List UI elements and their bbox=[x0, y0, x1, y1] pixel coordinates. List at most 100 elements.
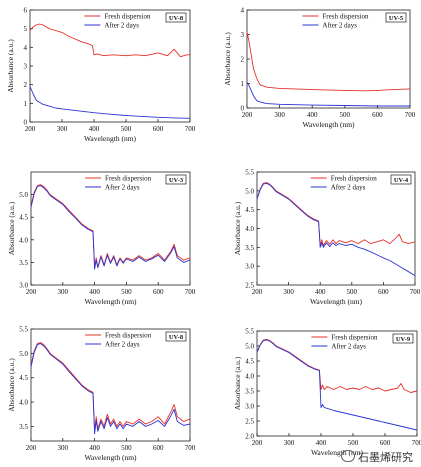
x-tick-label: 200 bbox=[25, 125, 36, 133]
sample-badge: UV-4 bbox=[394, 177, 409, 184]
y-tick-label: 5.5 bbox=[245, 328, 254, 336]
legend-label: Fresh dispersion bbox=[331, 334, 378, 342]
y-tick-label: 5.5 bbox=[19, 326, 28, 334]
legend-label: After 2 days bbox=[322, 22, 357, 30]
y-tick-label: 3.5 bbox=[19, 423, 28, 431]
y-axis-label: Absorbance (a.u.) bbox=[7, 358, 16, 412]
plot-frame bbox=[30, 328, 191, 442]
y-tick-label: 4.5 bbox=[245, 206, 254, 214]
series-line-after-2-days bbox=[30, 185, 191, 270]
x-tick-label: 300 bbox=[284, 439, 295, 447]
legend-label: Fresh dispersion bbox=[104, 13, 151, 21]
y-axis-label: Absorbance (a.u.) bbox=[233, 201, 242, 255]
x-tick-label: 400 bbox=[89, 288, 100, 296]
x-tick-label: 300 bbox=[274, 111, 285, 119]
y-axis-label: Absorbance (a.u.) bbox=[223, 32, 232, 86]
x-tick-label: 700 bbox=[405, 111, 416, 119]
x-tick-label: 500 bbox=[121, 125, 132, 133]
x-tick-label: 400 bbox=[89, 125, 100, 133]
plot-frame bbox=[30, 171, 191, 286]
x-tick-label: 500 bbox=[121, 444, 132, 452]
y-tick-label: 3.5 bbox=[245, 388, 254, 396]
x-axis-label: Wavelength (nm) bbox=[84, 134, 137, 143]
x-tick-label: 600 bbox=[372, 111, 383, 119]
sample-badge-box bbox=[390, 174, 412, 185]
y-tick-label: 5.5 bbox=[245, 169, 254, 177]
y-tick-label: 4 bbox=[24, 44, 28, 52]
series-line-fresh-dispersion bbox=[30, 342, 191, 432]
x-tick-label: 400 bbox=[89, 444, 100, 452]
y-tick-label: 6 bbox=[24, 7, 28, 15]
y-axis-label: Absorbance (a.u.) bbox=[6, 39, 15, 93]
x-tick-label: 500 bbox=[121, 288, 132, 296]
legend-label: Fresh dispersion bbox=[105, 175, 152, 183]
y-tick-label: 2.5 bbox=[245, 282, 254, 290]
x-axis-label: Wavelength (nm) bbox=[84, 297, 137, 306]
x-tick-label: 700 bbox=[410, 288, 421, 296]
chart-panel-uv8b: 200 300 400 500 600 700 3.5 4.0 4.5 5.0 5.5 Wavelen… bbox=[7, 326, 196, 463]
x-tick-label: 300 bbox=[57, 125, 68, 133]
legend-label: Fresh dispersion bbox=[105, 332, 152, 340]
y-tick-label: 3.5 bbox=[19, 259, 28, 267]
x-tick-label: 200 bbox=[26, 444, 37, 452]
y-tick-label: 5.0 bbox=[19, 350, 28, 358]
sample-badge: UV-3 bbox=[169, 177, 184, 184]
y-tick-label: 1 bbox=[24, 100, 28, 108]
series-line-after-2-days bbox=[256, 182, 416, 276]
watermark-text: 石墨烯研究 bbox=[358, 451, 413, 464]
legend-label: After 2 days bbox=[331, 343, 366, 351]
chart-panel-uv3: 200 300 400 500 600 700 3.0 3.5 4.0 4.5 5.0 Wavelen… bbox=[7, 171, 196, 306]
legend-label: After 2 days bbox=[105, 184, 140, 192]
chart-panel-uv4: 200 300 400 500 600 700 2.5 3.0 3.5 4.0 4.5 5.0 5.5 W… bbox=[233, 169, 421, 307]
y-tick-label: 4.0 bbox=[19, 399, 28, 407]
legend-label: After 2 days bbox=[331, 184, 366, 192]
legend-label: After 2 days bbox=[104, 22, 139, 30]
x-axis-label: Wavelength (nm) bbox=[302, 120, 355, 129]
watermark: 石墨烯研究 bbox=[341, 449, 413, 465]
y-tick-label: 4.5 bbox=[245, 358, 254, 366]
x-tick-label: 200 bbox=[252, 288, 263, 296]
y-tick-label: 5.0 bbox=[245, 343, 254, 351]
y-tick-label: 5.0 bbox=[19, 191, 28, 199]
x-axis-label: Wavelength (nm) bbox=[310, 297, 363, 306]
plot-frame bbox=[256, 330, 418, 437]
x-tick-label: 300 bbox=[58, 444, 69, 452]
y-tick-label: 3 bbox=[24, 63, 28, 71]
sample-badge: UV-8 bbox=[169, 334, 184, 341]
chart-panel-uv5: 200 300 400 500 600 700 0 1 2 3 4 Wavelength (nm) Ab… bbox=[223, 7, 416, 130]
series-line-fresh-dispersion bbox=[29, 23, 190, 58]
sample-badge-box bbox=[385, 12, 407, 23]
x-tick-label: 300 bbox=[58, 288, 69, 296]
sample-badge: UV-5 bbox=[389, 15, 404, 22]
y-tick-label: 4.5 bbox=[19, 214, 28, 222]
x-tick-label: 300 bbox=[283, 288, 294, 296]
series-line-fresh-dispersion bbox=[256, 182, 416, 246]
series-line-fresh-dispersion bbox=[30, 184, 191, 268]
x-tick-label: 500 bbox=[347, 288, 358, 296]
chart-panel-uv8: 200 300 400 500 600 700 0 1 2 3 4 5 6 Wavelength (nm)… bbox=[6, 7, 196, 144]
y-tick-label: 4.0 bbox=[245, 373, 254, 381]
x-tick-label: 400 bbox=[307, 111, 318, 119]
x-tick-label: 600 bbox=[378, 288, 389, 296]
x-tick-label: 200 bbox=[26, 288, 37, 296]
y-tick-label: 3.0 bbox=[245, 263, 254, 271]
x-tick-label: 600 bbox=[153, 125, 164, 133]
series-line-after-2-days bbox=[256, 339, 418, 431]
x-tick-label: 400 bbox=[316, 439, 327, 447]
legend-label: Fresh dispersion bbox=[331, 175, 378, 183]
y-tick-label: 2 bbox=[241, 56, 245, 64]
sample-badge-box bbox=[165, 331, 187, 342]
x-tick-label: 700 bbox=[412, 439, 421, 447]
x-tick-label: 200 bbox=[252, 439, 263, 447]
y-tick-label: 2 bbox=[24, 81, 28, 89]
y-tick-label: 4.0 bbox=[245, 225, 254, 233]
y-tick-label: 4.5 bbox=[19, 374, 28, 382]
sample-badge: UV-9 bbox=[396, 336, 411, 343]
series-line-after-2-days bbox=[246, 82, 410, 107]
x-tick-label: 700 bbox=[185, 125, 196, 133]
legend-label: Fresh dispersion bbox=[322, 13, 369, 21]
y-tick-label: 2.5 bbox=[245, 418, 254, 426]
sample-badge-box bbox=[392, 333, 414, 344]
x-axis-label: Wavelength (nm) bbox=[311, 448, 364, 457]
